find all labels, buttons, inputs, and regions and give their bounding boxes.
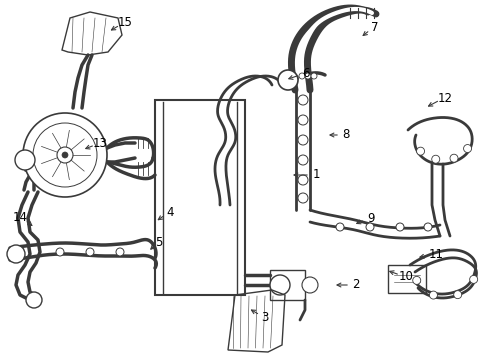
Circle shape: [56, 248, 64, 256]
Text: 10: 10: [398, 270, 413, 283]
Circle shape: [424, 223, 432, 231]
Bar: [270, 270, 305, 300]
Text: 15: 15: [118, 17, 133, 30]
Circle shape: [469, 275, 478, 283]
Circle shape: [366, 223, 374, 231]
Circle shape: [450, 154, 458, 162]
Circle shape: [432, 155, 440, 163]
Circle shape: [298, 95, 308, 105]
Circle shape: [298, 135, 308, 145]
Text: 7: 7: [371, 21, 378, 34]
Circle shape: [416, 147, 424, 155]
Circle shape: [298, 175, 308, 185]
Circle shape: [302, 277, 318, 293]
Text: 5: 5: [155, 236, 163, 249]
Circle shape: [26, 292, 42, 308]
Circle shape: [7, 245, 25, 263]
Circle shape: [396, 223, 404, 231]
Text: 12: 12: [438, 91, 453, 105]
Circle shape: [298, 115, 308, 125]
Text: 1: 1: [312, 168, 320, 181]
Text: 6: 6: [302, 67, 310, 80]
Circle shape: [429, 291, 438, 299]
Text: 3: 3: [262, 311, 269, 324]
Circle shape: [298, 193, 308, 203]
Circle shape: [464, 145, 471, 153]
Text: 14: 14: [13, 211, 28, 224]
Bar: [388, 265, 426, 293]
Text: 13: 13: [93, 137, 108, 150]
Circle shape: [305, 73, 311, 79]
Circle shape: [15, 150, 35, 170]
Text: 9: 9: [367, 212, 374, 225]
Circle shape: [311, 73, 317, 79]
Circle shape: [23, 113, 107, 197]
Circle shape: [270, 275, 290, 295]
Circle shape: [454, 291, 462, 299]
Circle shape: [336, 223, 344, 231]
Bar: [155, 100, 245, 295]
Circle shape: [86, 248, 94, 256]
Text: 2: 2: [352, 279, 360, 292]
Circle shape: [57, 147, 73, 163]
Text: 11: 11: [428, 248, 443, 261]
Text: 8: 8: [343, 129, 350, 141]
Circle shape: [298, 155, 308, 165]
Circle shape: [278, 70, 298, 90]
Circle shape: [62, 152, 68, 158]
Circle shape: [413, 276, 421, 284]
Text: 4: 4: [166, 206, 173, 219]
Circle shape: [116, 248, 124, 256]
Circle shape: [299, 73, 305, 79]
